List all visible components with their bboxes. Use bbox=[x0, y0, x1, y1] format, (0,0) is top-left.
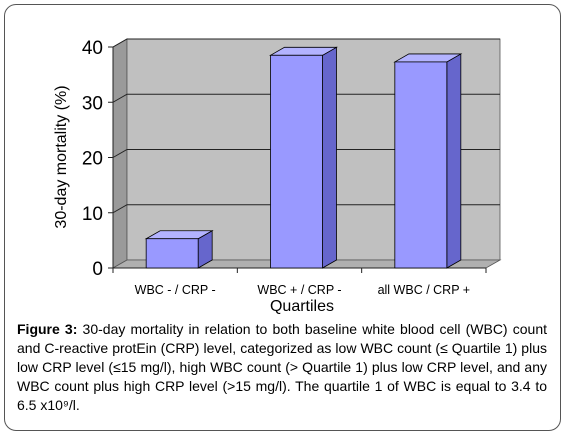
x-category-label: WBC - / CRP - bbox=[135, 283, 216, 297]
gridline bbox=[112, 93, 500, 103]
chart-bars bbox=[144, 46, 463, 269]
bar-front bbox=[394, 61, 448, 269]
y-tick-label: 20 bbox=[82, 149, 103, 170]
y-tick-labels: 0 10 20 30 40 bbox=[82, 38, 103, 280]
caption-label: Figure 3: bbox=[17, 321, 78, 337]
bar-chart: 0 10 20 30 40 WBC - / CRP - WBC + / CRP - all … bbox=[53, 38, 502, 315]
x-category-label: all WBC / CRP + bbox=[378, 283, 471, 297]
figure-caption: Figure 3: 30-day mortality in relation t… bbox=[17, 320, 547, 415]
x-category-labels: WBC - / CRP - WBC + / CRP - all WBC / CRP … bbox=[112, 268, 487, 297]
y-tick-label: 40 bbox=[82, 38, 103, 59]
gridline bbox=[112, 149, 500, 158]
bar-2 bbox=[268, 46, 339, 269]
bar-3 bbox=[393, 53, 463, 269]
y-axis-title: 30-day mortality (%) bbox=[53, 85, 70, 228]
gridline bbox=[112, 204, 500, 214]
bar-side bbox=[322, 46, 337, 269]
bar-side bbox=[446, 53, 462, 269]
y-tick-label: 10 bbox=[82, 204, 103, 225]
bar-1 bbox=[144, 230, 214, 269]
caption-text: 30-day mortality in relation to both bas… bbox=[17, 321, 547, 413]
x-axis-title: Quartiles bbox=[270, 298, 334, 315]
bar-front bbox=[145, 238, 199, 269]
x-category-label: WBC + / CRP - bbox=[257, 283, 341, 297]
y-tick-label: 30 bbox=[82, 93, 103, 114]
gridline bbox=[112, 38, 500, 48]
y-tick-label: 0 bbox=[92, 259, 103, 280]
bar-front bbox=[270, 54, 323, 269]
